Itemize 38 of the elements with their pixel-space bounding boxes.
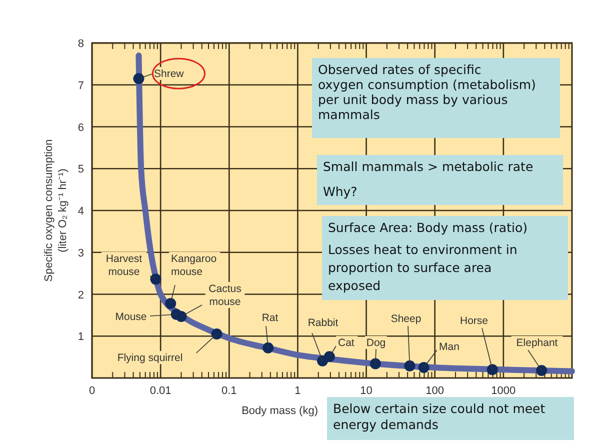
x-axis-title: Body mass (kg) — [242, 405, 318, 417]
annotation: Cat — [338, 337, 354, 349]
annotation: Harvest mouse — [106, 253, 142, 278]
x-tick-label: 1000 — [491, 385, 516, 397]
annotation: Man — [439, 341, 460, 353]
annotation: Flying squirrel — [117, 352, 183, 364]
x-tick-label: 0.01 — [150, 385, 172, 397]
annotation: Observed rates of specific oxygen consumption (metabolism) per unit body mass by various mammals — [318, 62, 536, 122]
x-tick-label: 1 — [294, 385, 301, 397]
annotation: Mouse — [115, 311, 147, 323]
note-box: Small mammals > metabolic rate Why? — [317, 155, 563, 205]
annotation: Cactus mouse — [208, 283, 242, 308]
y-tick-label: 7 — [78, 80, 84, 92]
annotation: Rabbit — [308, 317, 338, 329]
annotation: Surface Area: Body mass (ratio) Losses heat to environment in proportion to surface area exposed — [328, 220, 528, 293]
y-tick-label: 6 — [78, 122, 84, 134]
annotation: Rat — [262, 312, 278, 324]
annotation: Horse — [460, 315, 488, 327]
x-tick-label: 100 — [426, 385, 444, 397]
y-axis-title: Specific oxygen consumption (liter O₂ kg⁻¹ hr⁻¹) — [43, 139, 69, 282]
note-box: Below certain size could not meet energy demands — [327, 397, 574, 440]
annotation: Small mammals > metabolic rate Why? — [323, 159, 534, 199]
y-tick-label: 1 — [78, 331, 84, 344]
x-tick-label: 0 — [88, 385, 96, 397]
annotation: Elephant — [516, 337, 558, 349]
annotation: Kangaroo mouse — [171, 253, 217, 278]
x-tick-label: 10 — [360, 385, 372, 397]
annotation: Shrew — [154, 68, 184, 80]
y-tick-label: 3 — [78, 247, 84, 260]
note-box: Surface Area: Body mass (ratio) Losses heat to environment in proportion to surface area exposed — [322, 216, 568, 300]
annotation: Sheep — [390, 313, 422, 325]
annotation: Dog — [366, 337, 386, 349]
y-tick-label: 2 — [78, 289, 84, 302]
note-box: Observed rates of specific oxygen consumption (metabolism) per unit body mass by various mammals — [312, 58, 560, 138]
y-tick-label: 5 — [78, 164, 84, 176]
x-tick-label: 0.1 — [221, 385, 237, 397]
y-tick-label: 8 — [78, 38, 84, 50]
y-tick-label: 4 — [78, 206, 84, 218]
